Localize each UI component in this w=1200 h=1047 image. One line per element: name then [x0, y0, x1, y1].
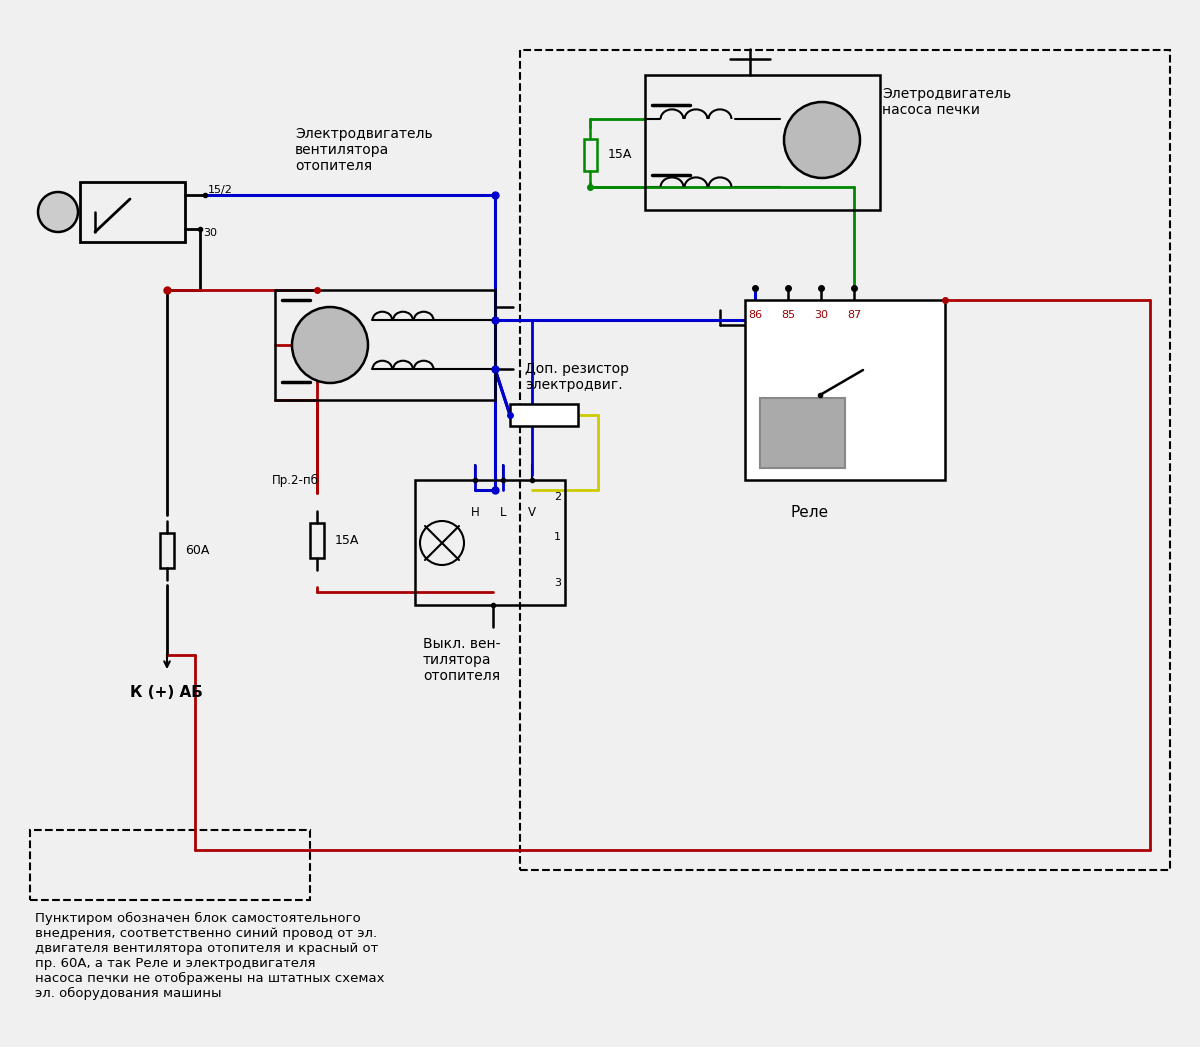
Bar [415, 480, 565, 605]
Text: 87: 87 [847, 310, 862, 320]
Text: V: V [528, 506, 536, 518]
Text: Элетродвигатель
насоса печки: Элетродвигатель насоса печки [882, 87, 1012, 117]
Text: 15А: 15А [608, 149, 632, 161]
Text: Выкл. вен-
тилятора
отопителя: Выкл. вен- тилятора отопителя [424, 637, 500, 684]
Bar [80, 182, 185, 242]
Text: 15А: 15А [335, 534, 359, 547]
Bar [510, 404, 578, 426]
Circle shape [292, 307, 368, 383]
Bar [646, 75, 880, 210]
Text: 85: 85 [781, 310, 796, 320]
Text: 3: 3 [554, 578, 562, 588]
Bar [275, 290, 496, 400]
Bar [310, 522, 324, 557]
Text: Пр.2-пб: Пр.2-пб [271, 473, 318, 487]
Text: К (+) АБ: К (+) АБ [130, 685, 203, 700]
Circle shape [784, 102, 860, 178]
Bar [160, 533, 174, 567]
Text: Реле: Реле [791, 505, 829, 520]
Text: 2: 2 [554, 492, 562, 502]
Text: Доп. резистор
электродвиг.: Доп. резистор электродвиг. [526, 362, 629, 393]
Text: L: L [499, 506, 506, 518]
Text: 15/2: 15/2 [208, 185, 233, 195]
Text: H: H [470, 506, 479, 518]
Bar [30, 830, 310, 900]
Circle shape [38, 192, 78, 232]
Bar [760, 398, 845, 468]
Text: Электродвигатель
вентилятора
отопителя: Электродвигатель вентилятора отопителя [295, 127, 433, 174]
Bar [745, 300, 946, 480]
Text: 30: 30 [814, 310, 828, 320]
Bar [520, 50, 1170, 870]
Text: 30: 30 [203, 228, 217, 238]
Text: Пунктиром обозначен блок самостоятельного
внедрения, соответственно синий провод: Пунктиром обозначен блок самостоятельног… [35, 912, 384, 1000]
Text: 86: 86 [748, 310, 762, 320]
Bar [583, 139, 596, 171]
Text: 1: 1 [554, 532, 562, 542]
Text: 60А: 60А [185, 543, 209, 557]
